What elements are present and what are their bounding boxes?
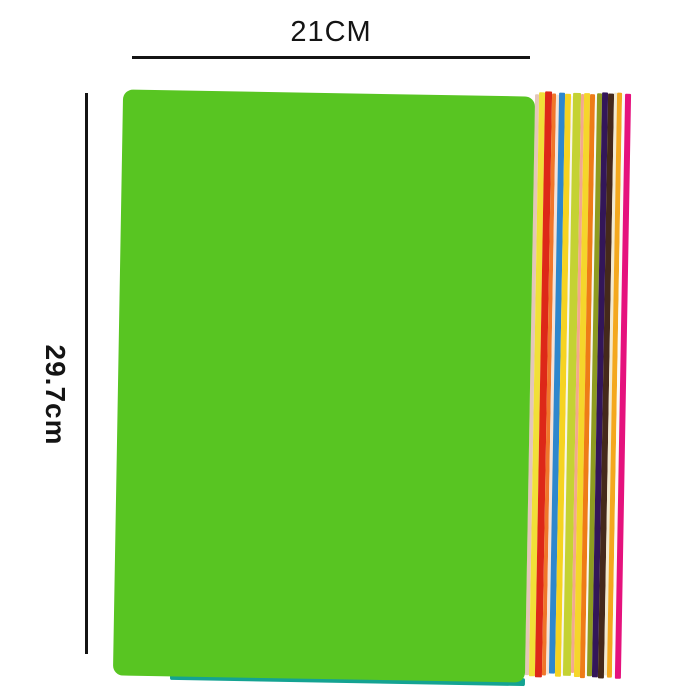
paper-stack-band: [524, 90, 632, 680]
width-dimension-line: [132, 56, 530, 59]
top-sheet-green: [112, 89, 536, 683]
height-dimension-label: 29.7cm: [40, 344, 71, 446]
width-dimension-label: 21CM: [290, 16, 372, 48]
height-dimension-line: [85, 93, 88, 654]
